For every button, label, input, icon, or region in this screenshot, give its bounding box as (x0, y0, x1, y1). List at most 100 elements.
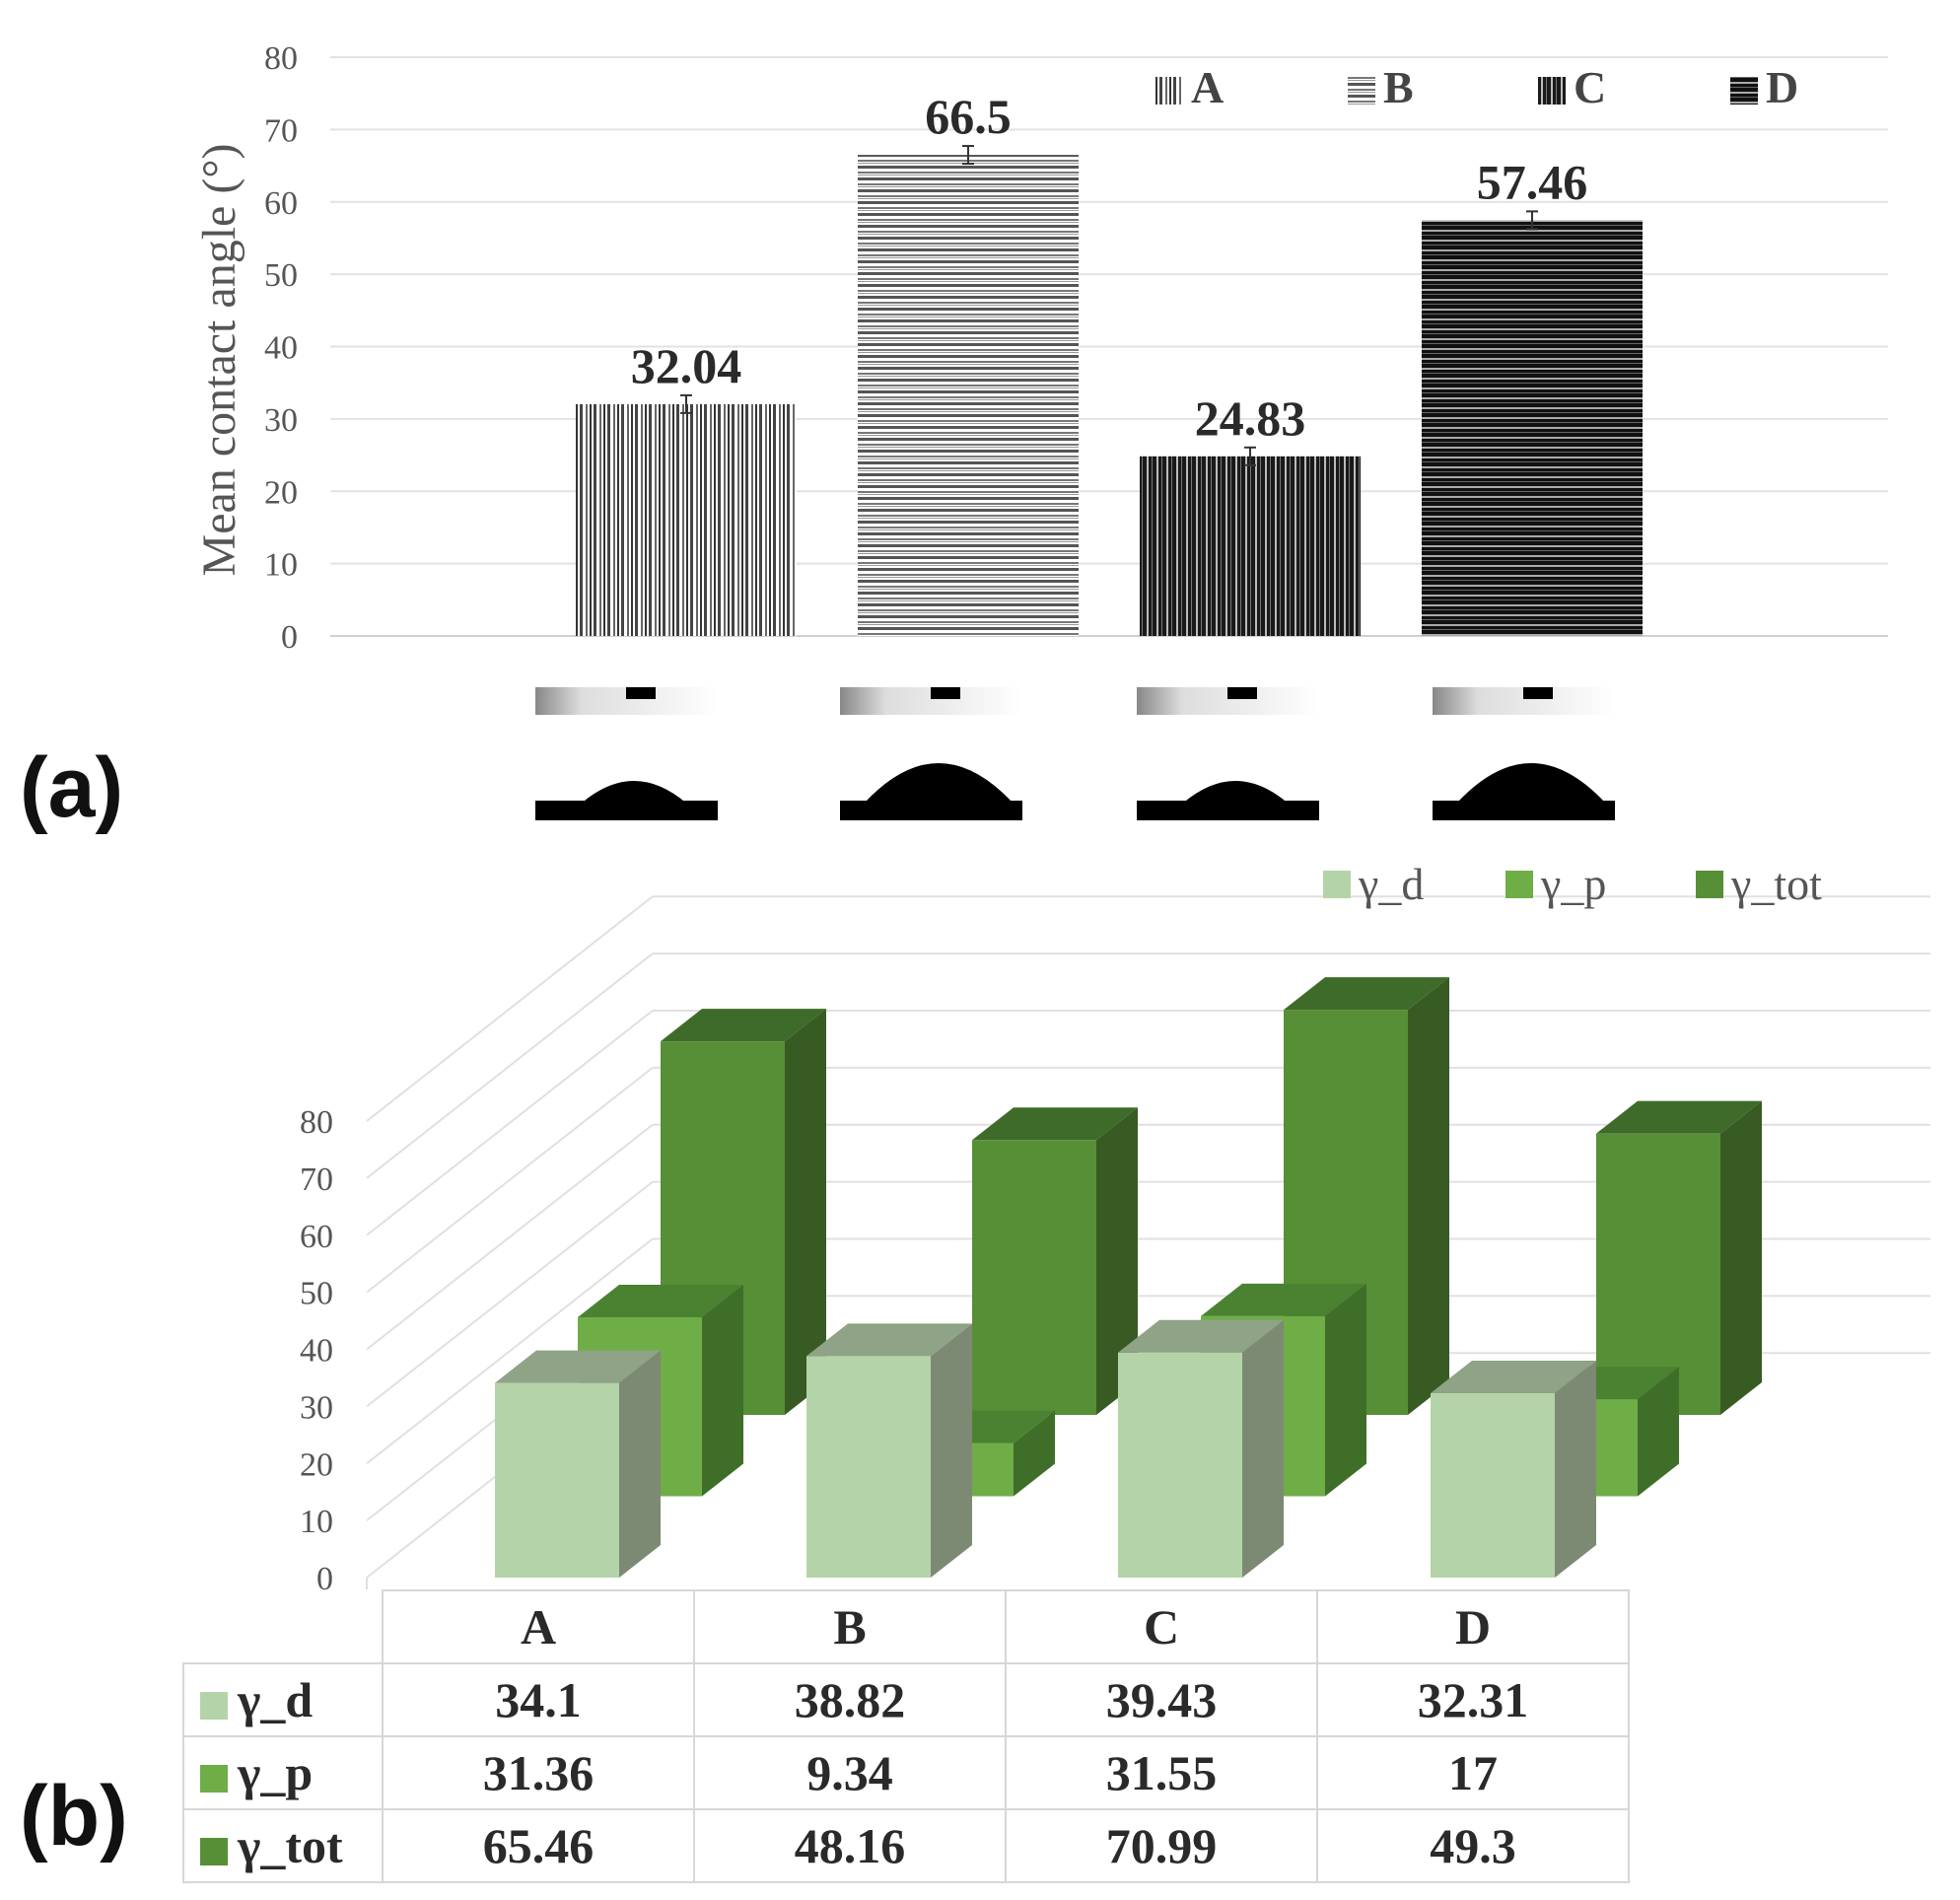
bars-a: 32.04 66.5 24.83 57.46 (576, 89, 1643, 636)
bar3d-side (1014, 1410, 1055, 1497)
table-cell: 32.31 (1316, 1662, 1630, 1737)
bar3d-side (785, 1009, 826, 1415)
legend-swatch (1348, 77, 1375, 105)
legend-swatch (1730, 77, 1758, 105)
bar3d-side (1408, 977, 1449, 1415)
substrate (840, 801, 1022, 820)
row-label-text: γ_p (238, 1745, 314, 1800)
table-cell: 17 (1316, 1735, 1630, 1810)
bar3d-gamma-d-d (1431, 1361, 1596, 1578)
syringe-needle (626, 687, 656, 699)
droplet (1457, 763, 1605, 803)
row-label-text: γ_tot (238, 1818, 343, 1873)
legend-swatch (1155, 77, 1183, 105)
legend-a: A B C D (1155, 62, 1798, 112)
bar-c (1140, 456, 1361, 636)
bar3d-side (702, 1285, 743, 1497)
droplet-images (535, 687, 1615, 820)
y-tick-label: 50 (264, 257, 298, 294)
gridline-depth (366, 895, 654, 1122)
table-row-label: γ_d (182, 1662, 384, 1737)
substrate (535, 801, 718, 820)
bar3d-top (1431, 1361, 1596, 1394)
bar3d-side (1638, 1367, 1679, 1497)
bar3d-side (619, 1350, 661, 1578)
bar3d-top (1201, 1283, 1366, 1316)
bar3d-side (1720, 1100, 1762, 1415)
bar3d-front (972, 1140, 1096, 1415)
bar3d-top (1118, 1319, 1284, 1353)
legend-label: A (1191, 62, 1224, 112)
bar3d-top (1284, 977, 1449, 1011)
gridline-depth (366, 952, 654, 1179)
y-tick-label: 60 (264, 185, 298, 222)
swatch-gamma-p (200, 1764, 228, 1793)
swatch-gamma-d (200, 1691, 228, 1720)
table-cell: 48.16 (693, 1808, 1007, 1883)
data-label: 66.5 (925, 89, 1012, 144)
y-axis-label: Mean contact angle (°) (193, 144, 245, 577)
droplet-image (535, 687, 718, 820)
syringe-needle (931, 687, 960, 699)
bar3d-top (972, 1107, 1138, 1141)
y-tick-label: 20 (264, 474, 298, 511)
data-label: 57.46 (1477, 154, 1588, 209)
legend-swatch (1538, 77, 1566, 105)
table-cell: 38.82 (693, 1662, 1007, 1737)
bar3d-front (806, 1356, 931, 1578)
bar3d-side (1096, 1107, 1138, 1415)
gridline-depth (366, 1180, 654, 1408)
legend-label: γ_d (1358, 859, 1424, 909)
table-row: γ_tot 65.46 48.16 70.99 49.3 (182, 1808, 1630, 1883)
bar3d-side (1325, 1283, 1366, 1497)
y-tick-label: 80 (300, 1104, 333, 1141)
table-header-cell: A (382, 1589, 695, 1664)
bar3d-front (1118, 1352, 1242, 1578)
gridline-depth (366, 1237, 654, 1465)
legend-b: γ_d γ_p γ_tot (1323, 859, 1822, 909)
table-header-cell: C (1005, 1589, 1318, 1664)
droplet-image (1433, 687, 1615, 820)
table-corner (183, 1590, 384, 1664)
data-table: A B C D γ_d 34.1 38.82 39.43 32.31 γ_p 3… (182, 1589, 1630, 1883)
bar-a (576, 403, 797, 636)
bar3d-top (1596, 1100, 1762, 1134)
data-label: 24.83 (1195, 390, 1306, 446)
table-cell: 9.34 (693, 1735, 1007, 1810)
legend-swatch (1505, 871, 1533, 898)
table-cell: 31.55 (1005, 1735, 1318, 1810)
bar3d-top (578, 1285, 743, 1318)
legend-label: C (1574, 62, 1606, 112)
table-row-label: γ_p (182, 1735, 384, 1810)
y-tick-label: 10 (264, 547, 298, 584)
panel-label-b: (b) (20, 1769, 128, 1864)
y-axis-ticks-b: 0 10 20 30 40 50 60 70 80 (300, 1104, 333, 1597)
syringe-needle (1227, 687, 1257, 699)
swatch-gamma-tot (200, 1837, 228, 1865)
bar3d-gamma-d-c (1118, 1319, 1284, 1578)
table-header-cell: B (693, 1589, 1007, 1664)
y-tick-label: 0 (316, 1561, 333, 1597)
table-cell: 70.99 (1005, 1808, 1318, 1883)
droplet-image (1137, 687, 1319, 820)
table-row: γ_d 34.1 38.82 39.43 32.31 (182, 1662, 1630, 1737)
y-tick-label: 50 (300, 1276, 333, 1312)
droplet-image (840, 687, 1022, 820)
legend-label: D (1766, 62, 1798, 112)
bar3d-top (661, 1009, 826, 1042)
bar3d-side (1242, 1319, 1284, 1578)
bar3d-front (495, 1382, 619, 1578)
gridline-depth (366, 1010, 654, 1236)
table-header-row: A B C D (183, 1589, 1630, 1664)
row-label-text: γ_d (238, 1672, 314, 1727)
table-cell: 34.1 (382, 1662, 695, 1737)
bars-3d (495, 977, 1762, 1578)
y-tick-label: 0 (281, 619, 298, 656)
bar-b (858, 155, 1079, 636)
substrate (1433, 801, 1615, 820)
y-tick-label: 40 (300, 1333, 333, 1370)
syringe-needle (1523, 687, 1553, 699)
contact-angle-chart: 0 10 20 30 40 50 60 70 80 Mean contact angle (°)… (193, 40, 1888, 820)
table-cell: 49.3 (1316, 1808, 1630, 1883)
